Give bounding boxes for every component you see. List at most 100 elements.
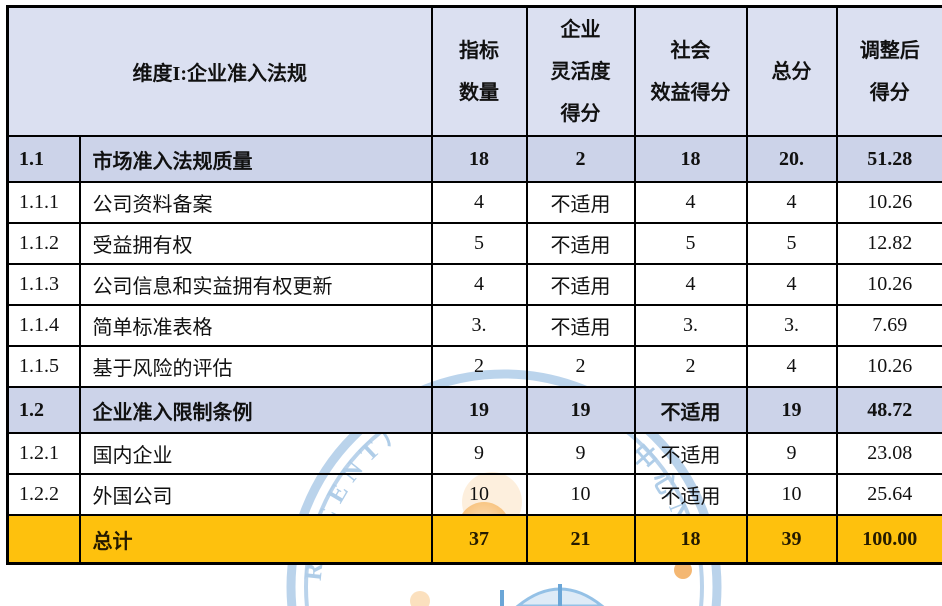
row-id-cell: 1.1.4 [6, 304, 81, 347]
value-cell: 19 [430, 386, 528, 434]
value-cell: 2 [633, 345, 748, 388]
table-row: 1.1.4 简单标准表格 3. 不适用 3. 3. 7.69 [6, 304, 942, 347]
column-header: 社会 效益得分 [633, 5, 748, 137]
column-header-line: 效益得分 [650, 81, 731, 104]
table-row: 1.1.1 公司资料备案 4 不适用 4 4 10.26 [6, 181, 942, 224]
value-cell: 3. [745, 304, 838, 347]
value-cell: 18 [633, 514, 748, 565]
row-label-cell: 受益拥有权 [78, 222, 433, 265]
row-label-cell: 企业准入限制条例 [78, 386, 433, 434]
table-row: 总计 37 21 18 39 100.00 [6, 514, 942, 565]
header-row: 维度I:企业准入法规 指标 数量 企业 灵活度 得分 社会 效益得分 总分 调整后 得分 [6, 5, 942, 137]
table-row: 1.1.2 受益拥有权 5 不适用 5 5 12.82 [6, 222, 942, 265]
value-cell: 2 [525, 135, 636, 183]
value-cell: 10 [745, 473, 838, 516]
column-header-line: 灵活度 [550, 60, 611, 83]
value-cell: 21 [525, 514, 636, 565]
value-cell: 18 [633, 135, 748, 183]
column-header-line: 总分 [771, 60, 812, 83]
row-id-cell: 1.2.1 [6, 432, 81, 475]
value-cell: 10.26 [835, 181, 942, 224]
row-label-cell: 公司资料备案 [78, 181, 433, 224]
row-id-cell [6, 514, 81, 565]
value-cell: 39 [745, 514, 838, 565]
row-label-cell: 外国公司 [78, 473, 433, 516]
column-header: 调整后 得分 [835, 5, 942, 137]
value-cell: 18 [430, 135, 528, 183]
value-cell: 10 [525, 473, 636, 516]
value-cell: 不适用 [633, 473, 748, 516]
value-cell: 10.26 [835, 345, 942, 388]
row-label-cell: 市场准入法规质量 [78, 135, 433, 183]
value-cell: 12.82 [835, 222, 942, 265]
value-cell: 4 [633, 181, 748, 224]
value-cell: 19 [525, 386, 636, 434]
column-header: 企业 灵活度 得分 [525, 5, 636, 137]
row-label-cell: 基于风险的评估 [78, 345, 433, 388]
value-cell: 2 [525, 345, 636, 388]
value-cell: 10 [430, 473, 528, 516]
value-cell: 9 [430, 432, 528, 475]
column-header: 总分 [745, 5, 838, 137]
value-cell: 不适用 [525, 222, 636, 265]
value-cell: 3. [430, 304, 528, 347]
column-header-line: 指标 [459, 39, 500, 62]
row-id-cell: 1.1.3 [6, 263, 81, 306]
seal-orange-blob [410, 591, 430, 606]
row-id-cell: 1.1.1 [6, 181, 81, 224]
row-label-cell: 国内企业 [78, 432, 433, 475]
column-header-line: 社会 [670, 39, 711, 62]
value-cell: 23.08 [835, 432, 942, 475]
value-cell: 5 [633, 222, 748, 265]
table-row: 1.2.2 外国公司 10 10 不适用 10 25.64 [6, 473, 942, 516]
table-row: 1.2 企业准入限制条例 19 19 不适用 19 48.72 [6, 386, 942, 434]
value-cell: 10.26 [835, 263, 942, 306]
column-header-line: 调整后 [859, 39, 920, 62]
row-id-cell: 1.1.5 [6, 345, 81, 388]
value-cell: 4 [745, 263, 838, 306]
table-row: 1.1.3 公司信息和实益拥有权更新 4 不适用 4 4 10.26 [6, 263, 942, 306]
value-cell: 9 [525, 432, 636, 475]
row-id-cell: 1.1.2 [6, 222, 81, 265]
value-cell: 不适用 [525, 263, 636, 306]
value-cell: 37 [430, 514, 528, 565]
value-cell: 4 [430, 181, 528, 224]
value-cell: 4 [745, 345, 838, 388]
value-cell: 51.28 [835, 135, 942, 183]
value-cell: 20. [745, 135, 838, 183]
row-id-cell: 1.1 [6, 135, 81, 183]
value-cell: 3. [633, 304, 748, 347]
column-header-line: 企业 [560, 18, 601, 41]
value-cell: 不适用 [633, 386, 748, 434]
dimension-title: 维度I:企业准入法规 [6, 5, 433, 137]
row-label-cell: 公司信息和实益拥有权更新 [78, 263, 433, 306]
column-header-line: 得分 [560, 102, 601, 125]
seal-lotus [500, 584, 605, 606]
value-cell: 不适用 [633, 432, 748, 475]
value-cell: 4 [633, 263, 748, 306]
value-cell: 不适用 [525, 304, 636, 347]
value-cell: 7.69 [835, 304, 942, 347]
row-id-cell: 1.2.2 [6, 473, 81, 516]
value-cell: 5 [430, 222, 528, 265]
column-header-line: 得分 [869, 81, 910, 104]
table-row: 1.1 市场准入法规质量 18 2 18 20. 51.28 [6, 135, 942, 183]
value-cell: 5 [745, 222, 838, 265]
value-cell: 100.00 [835, 514, 942, 565]
scores-table: 维度I:企业准入法规 指标 数量 企业 灵活度 得分 社会 效益得分 总分 调整后 得分 1.1 市… [6, 5, 942, 565]
value-cell: 25.64 [835, 473, 942, 516]
value-cell: 9 [745, 432, 838, 475]
table-body: 1.1 市场准入法规质量 18 2 18 20. 51.28 1.1.1 公司资料备案 4 不适用 4… [6, 135, 942, 565]
value-cell: 19 [745, 386, 838, 434]
value-cell: 48.72 [835, 386, 942, 434]
table-row: 1.2.1 国内企业 9 9 不适用 9 23.08 [6, 432, 942, 475]
table-row: 1.1.5 基于风险的评估 2 2 2 4 10.26 [6, 345, 942, 388]
value-cell: 2 [430, 345, 528, 388]
column-header: 指标 数量 [430, 5, 528, 137]
row-id-cell: 1.2 [6, 386, 81, 434]
row-label-cell: 简单标准表格 [78, 304, 433, 347]
column-header-line: 数量 [459, 81, 500, 104]
value-cell: 4 [745, 181, 838, 224]
row-label-cell: 总计 [78, 514, 433, 565]
